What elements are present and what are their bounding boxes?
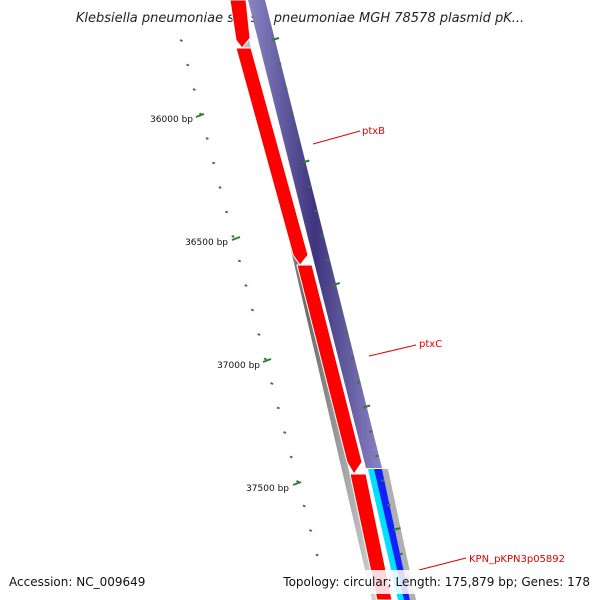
outer-tick [308, 185, 312, 188]
ruler-minor-tick [302, 504, 306, 508]
accession-text: Accession: NC_009649 [9, 575, 145, 589]
gene-labels: ptxB ptxC KPN_pKPN3p05892 [312, 126, 565, 571]
ruler-minor-tick [283, 431, 287, 434]
ruler-minor-tick [257, 333, 261, 336]
leader-ptxB [312, 130, 361, 145]
outer-tick [338, 307, 343, 311]
ruler-major-tick-37500 [292, 481, 302, 486]
leader-ptxC [368, 344, 417, 357]
outer-tick [289, 111, 294, 115]
ruler-track [179, 39, 319, 557]
blue-segment [374, 469, 410, 600]
ruler-labels: 36000 bp 36500 bp 37000 bp 37500 bp [150, 113, 302, 494]
ruler-minor-tick [270, 382, 274, 385]
outer-tick [381, 479, 385, 482]
outer-tick [399, 552, 403, 556]
outer-tick [356, 381, 361, 384]
ruler-label-37000: 37000 bp [217, 361, 260, 371]
outer-tick [314, 209, 318, 213]
ruler-major-tick-37000 [262, 358, 272, 363]
outer-tick [332, 282, 341, 286]
map-summary-text: Topology: circular; Length: 175,879 bp; … [282, 575, 590, 589]
ruler-minor-tick [244, 284, 248, 287]
outer-tick [374, 454, 379, 458]
ruler-minor-tick [218, 186, 222, 189]
outer-tick [302, 159, 310, 164]
ruler-minor-tick [231, 235, 235, 238]
outer-tick-track [271, 37, 409, 580]
ruler-minor-tick [296, 480, 300, 483]
leader-KPN_pKPN3p05892 [418, 557, 467, 571]
cds-ptxC-arrow[interactable] [296, 264, 363, 475]
map-title: Klebsiella pneumoniae subsp. pneumoniae … [76, 11, 524, 26]
gene-label-ptxC[interactable]: ptxC [419, 339, 442, 350]
ruler-minor-tick [250, 308, 255, 312]
ruler-minor-tick [224, 210, 229, 214]
ruler-label-37500: 37500 bp [246, 484, 289, 494]
ruler-minor-tick [315, 553, 319, 557]
outer-tick [320, 234, 324, 237]
ruler-minor-tick [237, 259, 242, 263]
cds-KPN_pKPN3p05892-arrow[interactable] [349, 473, 393, 600]
outer-tick [344, 332, 349, 335]
ruler-minor-tick [205, 137, 209, 140]
outer-tick [271, 37, 280, 41]
ruler-minor-tick [179, 39, 183, 42]
ruler-minor-tick [192, 88, 196, 91]
ruler-major-tick-36000 [195, 113, 205, 118]
gene-label-KPN_pKPN3p05892[interactable]: KPN_pKPN3p05892 [469, 554, 565, 565]
outer-tick [368, 430, 373, 433]
ruler-minor-tick [308, 529, 313, 532]
outer-tick [277, 62, 282, 66]
cds-ptxB-arrow[interactable] [235, 47, 309, 266]
outer-tick [326, 258, 331, 262]
ruler-minor-tick [211, 161, 216, 165]
ruler-label-36000: 36000 bp [150, 115, 193, 125]
ruler-minor-tick [276, 406, 280, 410]
ruler-minor-tick [289, 455, 293, 459]
ruler-minor-tick [263, 357, 267, 361]
ruler-label-36500: 36500 bp [185, 238, 228, 248]
cds-ptxA-arrow[interactable] [229, 0, 251, 49]
outer-tick [362, 404, 371, 409]
gene-label-ptxB[interactable]: ptxB [362, 126, 385, 137]
cds-track [229, 0, 393, 600]
outer-tick [393, 527, 401, 531]
ruler-major-tick-36500 [231, 236, 241, 241]
outer-tick [387, 503, 391, 507]
ruler-minor-tick [186, 63, 190, 67]
outer-tick [283, 87, 288, 90]
outer-tick [295, 136, 300, 139]
outer-tick [350, 356, 355, 360]
cyan-segment [368, 469, 404, 600]
cog-track [248, 0, 416, 600]
